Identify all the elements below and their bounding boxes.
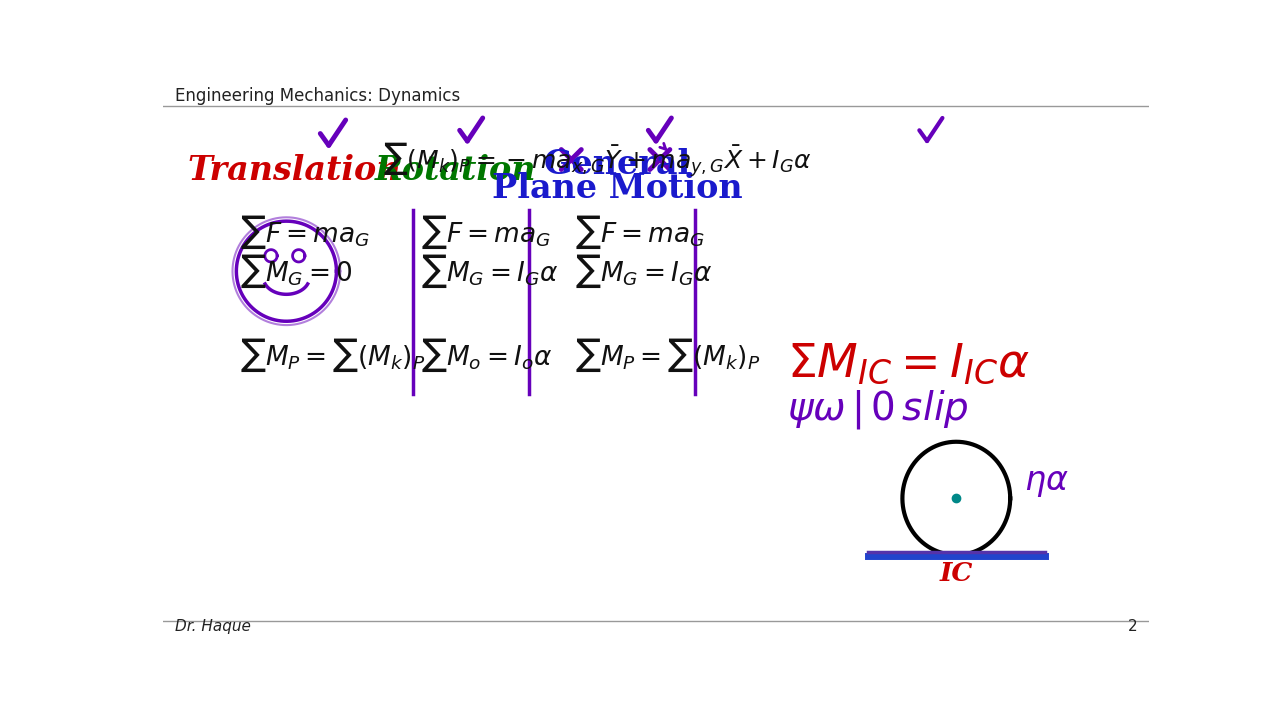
Text: $\Sigma M_{IC}=I_{IC}\alpha$: $\Sigma M_{IC}=I_{IC}\alpha$ <box>787 341 1030 387</box>
Text: $\sum F = ma_G$: $\sum F = ma_G$ <box>575 214 705 251</box>
Text: $\sum F = ma_G$: $\sum F = ma_G$ <box>421 214 552 251</box>
Text: $\mathit{\psi\omega\,|\,0\,slip}$: $\mathit{\psi\omega\,|\,0\,slip}$ <box>787 388 969 431</box>
Text: General: General <box>544 148 691 181</box>
Text: $\sum M_G = I_G\alpha$: $\sum M_G = I_G\alpha$ <box>575 253 712 289</box>
Text: $\sum M_P = \sum(M_k)_P$: $\sum M_P = \sum(M_k)_P$ <box>575 338 760 374</box>
Text: $\sum M_P = \sum(M_k)_P$: $\sum M_P = \sum(M_k)_P$ <box>241 338 426 374</box>
Text: $\eta\alpha$: $\eta\alpha$ <box>1024 467 1069 500</box>
Text: Plane Motion: Plane Motion <box>493 171 742 204</box>
Text: $\sum(M_k)_P = -ma_{x,G}\bar{Y} + ma_{y,G}\bar{X} + I_G\alpha$: $\sum(M_k)_P = -ma_{x,G}\bar{Y} + ma_{y,… <box>383 140 812 179</box>
Text: Dr. Haque: Dr. Haque <box>175 619 251 634</box>
Text: Engineering Mechanics: Dynamics: Engineering Mechanics: Dynamics <box>175 86 460 104</box>
Text: Translation: Translation <box>187 154 401 186</box>
Text: Rotation: Rotation <box>375 154 536 186</box>
Text: $\sum M_G = 0$: $\sum M_G = 0$ <box>241 253 352 289</box>
Text: $\sum M_o = I_o\alpha$: $\sum M_o = I_o\alpha$ <box>421 338 552 374</box>
Text: $\sum F = ma_G$: $\sum F = ma_G$ <box>241 214 370 251</box>
Text: $\sum M_G = I_G\alpha$: $\sum M_G = I_G\alpha$ <box>421 253 558 289</box>
Text: IC: IC <box>940 561 973 586</box>
Text: 2: 2 <box>1128 619 1137 634</box>
